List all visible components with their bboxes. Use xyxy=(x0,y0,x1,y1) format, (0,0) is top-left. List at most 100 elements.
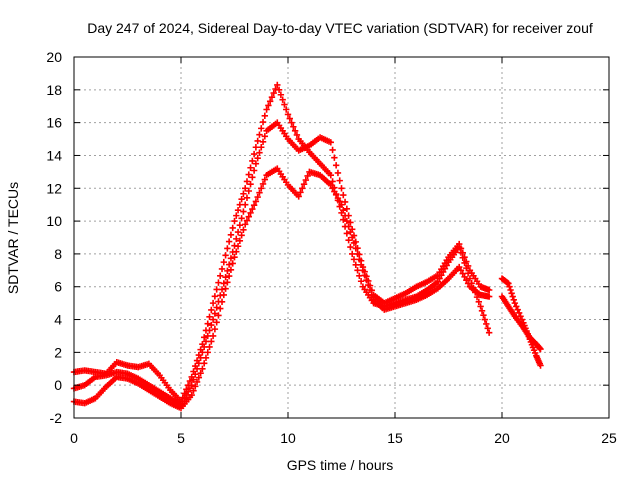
series-track-a xyxy=(70,81,493,405)
data-point xyxy=(200,334,208,341)
data-point xyxy=(332,191,340,199)
data-point xyxy=(286,115,293,122)
data-point xyxy=(240,226,247,234)
data-point xyxy=(290,123,297,130)
data-point xyxy=(249,157,256,165)
data-point xyxy=(466,275,474,282)
data-point xyxy=(478,307,486,314)
data-point xyxy=(208,306,215,314)
y-tick-label: 10 xyxy=(46,213,62,229)
y-axis-label: SDTVAR / TECUs xyxy=(5,182,21,294)
data-point xyxy=(254,193,261,201)
data-point xyxy=(511,299,519,307)
data-point xyxy=(359,267,367,274)
data-point xyxy=(329,185,336,192)
data-point xyxy=(238,196,245,203)
data-point xyxy=(217,305,224,312)
data-point xyxy=(259,180,267,188)
y-tick-label: 4 xyxy=(54,312,62,328)
data-point xyxy=(464,280,472,287)
data-point xyxy=(352,261,359,269)
data-point xyxy=(334,169,342,177)
data-point xyxy=(183,391,190,399)
data-point xyxy=(204,349,211,356)
data-point xyxy=(329,178,336,185)
data-point xyxy=(233,248,240,255)
data-point xyxy=(190,387,197,394)
data-point xyxy=(225,238,233,245)
data-point xyxy=(234,206,242,214)
data-point xyxy=(537,345,544,353)
data-point xyxy=(215,279,222,286)
data-point xyxy=(213,286,220,293)
data-point xyxy=(485,286,493,294)
data-point xyxy=(485,293,493,300)
data-point xyxy=(243,178,251,185)
data-point xyxy=(252,144,260,151)
y-tick-label: 20 xyxy=(46,49,62,65)
data-points xyxy=(70,81,544,412)
data-point xyxy=(227,266,235,273)
plot-frame xyxy=(73,56,610,419)
data-point xyxy=(343,205,351,212)
data-point xyxy=(252,198,260,205)
y-tick-label: 14 xyxy=(46,147,62,163)
data-point xyxy=(220,280,227,287)
data-point xyxy=(247,164,254,171)
series-track-e xyxy=(498,293,544,353)
data-point xyxy=(515,309,523,317)
data-point xyxy=(299,185,306,192)
data-point xyxy=(184,388,192,395)
data-point xyxy=(291,127,299,135)
data-point xyxy=(357,261,365,269)
data-point xyxy=(456,263,463,271)
data-point xyxy=(459,249,466,257)
data-point xyxy=(188,381,195,389)
data-point xyxy=(284,111,292,118)
data-point xyxy=(327,181,334,189)
data-point xyxy=(485,329,493,336)
data-point xyxy=(457,267,465,274)
data-point xyxy=(265,102,272,109)
data-point xyxy=(300,180,308,188)
chart-title: Day 247 of 2024, Sidereal Day-to-day VTE… xyxy=(87,20,593,36)
tick-marks: 0 5 10 15 20 25 -2 0 2 4 6 8 10 12 14 16 18 20 xyxy=(46,49,617,446)
data-point xyxy=(247,209,254,217)
data-point xyxy=(192,371,199,378)
data-point xyxy=(242,201,249,208)
data-point xyxy=(508,290,515,297)
data-point xyxy=(506,283,513,290)
data-point xyxy=(242,185,249,192)
data-point xyxy=(343,230,351,237)
data-point xyxy=(195,374,203,381)
data-point xyxy=(258,125,265,132)
data-point xyxy=(217,272,224,279)
y-tick-label: 2 xyxy=(54,344,62,360)
data-point xyxy=(340,206,347,214)
data-point xyxy=(363,276,370,284)
data-point xyxy=(331,154,338,161)
data-point xyxy=(249,205,256,213)
y-tick-label: 8 xyxy=(54,246,62,262)
data-point xyxy=(338,185,345,192)
data-point xyxy=(192,383,199,390)
data-point xyxy=(349,234,356,241)
data-point xyxy=(268,94,276,101)
data-point xyxy=(258,185,265,192)
data-point xyxy=(220,258,227,266)
data-point xyxy=(261,133,269,140)
data-point xyxy=(236,201,244,208)
y-tick-label: 16 xyxy=(46,115,62,131)
data-point xyxy=(338,201,345,208)
data-point xyxy=(258,144,265,151)
data-point xyxy=(349,250,356,258)
data-point xyxy=(225,261,233,268)
series-track-c xyxy=(70,165,493,412)
data-point xyxy=(197,354,204,362)
data-point xyxy=(225,272,233,280)
data-point xyxy=(233,212,240,219)
data-point xyxy=(356,256,363,263)
x-tick-label: 10 xyxy=(280,430,296,446)
data-point xyxy=(243,217,251,224)
data-point xyxy=(190,376,197,383)
